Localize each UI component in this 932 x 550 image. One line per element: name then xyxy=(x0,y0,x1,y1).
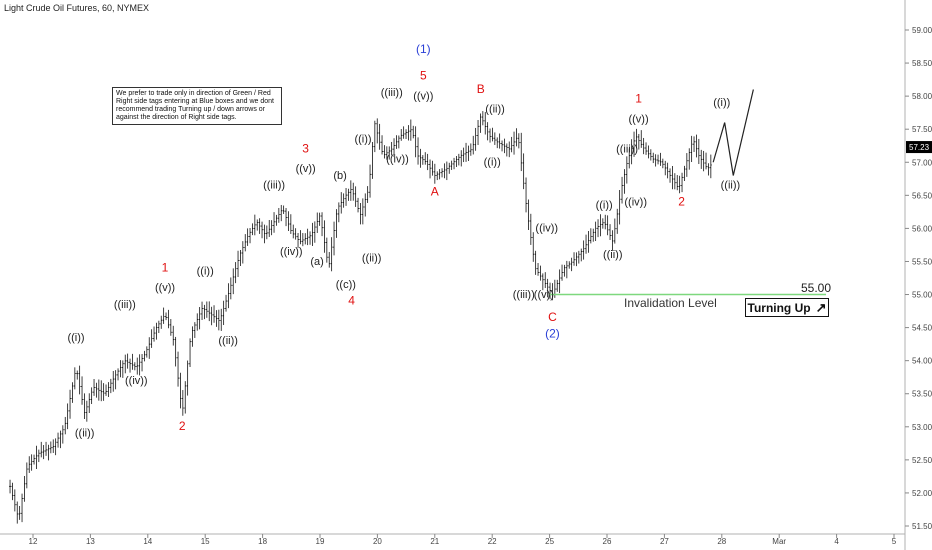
wave-label: (a) xyxy=(310,256,323,268)
wave-label: ((iv)) xyxy=(125,375,148,387)
wave-label: ((iii)) xyxy=(263,180,285,192)
y-tick-label: 59.00 xyxy=(912,26,932,35)
price-axis: 59.00 58.50 58.00 57.50 57.00 56.50 56.00 55.50… xyxy=(905,26,932,531)
x-tick-label: 26 xyxy=(603,537,612,546)
wave-label: ((v)) xyxy=(534,289,554,301)
y-tick-label: 53.50 xyxy=(912,390,932,399)
wave-label: 3 xyxy=(302,141,309,155)
invalidation-label: Invalidation Level xyxy=(624,296,717,310)
x-tick-label: 20 xyxy=(373,537,382,546)
y-tick-label: 54.00 xyxy=(912,357,932,366)
x-tick-label: 5 xyxy=(892,537,897,546)
wave-label: 2 xyxy=(678,194,685,208)
wave-label: ((ii)) xyxy=(721,180,741,192)
chart-title: Light Crude Oil Futures, 60, NYMEX xyxy=(4,3,150,13)
wave-label: ((ii)) xyxy=(75,428,95,440)
wave-label: ((c)) xyxy=(336,279,356,291)
y-tick-label: 54.50 xyxy=(912,324,932,333)
y-tick-label: 58.00 xyxy=(912,92,932,101)
wave-label: (b) xyxy=(333,170,346,182)
x-tick-label: 14 xyxy=(143,537,152,546)
turning-up-label: Turning Up xyxy=(747,300,811,315)
x-tick-label: 13 xyxy=(86,537,95,546)
wave-label: ((iii)) xyxy=(616,143,638,155)
wave-label: ((ii)) xyxy=(485,104,505,116)
wave-label: 1 xyxy=(635,92,642,106)
wave-label: ((iv)) xyxy=(535,223,558,235)
wave-label: 4 xyxy=(348,293,355,307)
y-tick-label: 55.50 xyxy=(912,257,932,266)
last-price-tag: 57.23 xyxy=(906,141,932,154)
ohlc-bars xyxy=(9,111,712,524)
wave-labels: ((i)) ((ii)) ((iii)) ((iv)) ((v)) 1 2 ((i)) ((ii… xyxy=(67,42,740,440)
wave-label: ((v)) xyxy=(628,114,648,126)
y-tick-label: 57.00 xyxy=(912,158,932,167)
wave-label: 5 xyxy=(420,69,427,83)
x-tick-label: 25 xyxy=(545,537,554,546)
wave-label: ((iv)) xyxy=(624,196,647,208)
trading-note: We prefer to trade only in direction of … xyxy=(112,87,282,125)
y-tick-label: 56.00 xyxy=(912,224,932,233)
x-tick-label: 22 xyxy=(488,537,497,546)
wave-label: ((ii)) xyxy=(362,252,382,264)
wave-label: (1) xyxy=(416,42,431,56)
wave-label: ((i)) xyxy=(484,157,501,169)
x-tick-label: 28 xyxy=(717,537,726,546)
wave-label: ((i)) xyxy=(596,200,613,212)
wave-label: 2 xyxy=(179,419,186,433)
wave-label: B xyxy=(477,82,485,96)
y-tick-label: 57.50 xyxy=(912,125,932,134)
time-axis: 12131415181920212225262728Mar456 xyxy=(29,534,897,546)
turning-up-box: Turning Up ↗ xyxy=(745,298,829,317)
wave-label: 1 xyxy=(162,260,169,274)
wave-label: ((ii)) xyxy=(603,249,623,261)
y-tick-label: 56.50 xyxy=(912,191,932,200)
wave-label: ((iv)) xyxy=(280,246,303,258)
y-tick-label: 58.50 xyxy=(912,59,932,68)
wave-label: C xyxy=(548,310,557,324)
arrow-up-right-icon: ↗ xyxy=(815,299,827,315)
wave-label: ((ii)) xyxy=(218,335,238,347)
x-tick-label: 27 xyxy=(660,537,669,546)
wave-label: ((i)) xyxy=(197,266,214,278)
wave-label: ((iii)) xyxy=(381,87,403,99)
projection-path xyxy=(712,89,754,176)
x-tick-label: 12 xyxy=(29,537,38,546)
wave-label: (2) xyxy=(545,327,560,341)
x-tick-label: Mar xyxy=(772,537,786,546)
wave-label: ((i)) xyxy=(713,97,730,109)
wave-label: ((v)) xyxy=(296,163,316,175)
chart-grid xyxy=(0,0,906,550)
x-tick-label: 18 xyxy=(258,537,267,546)
wave-label: ((i)) xyxy=(354,133,371,145)
price-tag-box xyxy=(906,141,932,154)
x-tick-label: 21 xyxy=(430,537,439,546)
wave-label: A xyxy=(431,184,439,198)
x-tick-label: 4 xyxy=(834,537,839,546)
wave-label: ((v)) xyxy=(155,282,175,294)
price-tag-label: 57.23 xyxy=(909,143,930,152)
wave-label: ((i)) xyxy=(67,332,84,344)
wave-label: ((iii)) xyxy=(114,299,136,311)
y-tick-label: 55.00 xyxy=(912,291,932,300)
wave-label: ((v)) xyxy=(413,90,433,102)
y-tick-label: 52.00 xyxy=(912,489,932,498)
y-tick-label: 51.50 xyxy=(912,522,932,531)
x-tick-label: 15 xyxy=(201,537,210,546)
y-tick-label: 52.50 xyxy=(912,456,932,465)
y-tick-label: 53.00 xyxy=(912,423,932,432)
invalidation-value: 55.00 xyxy=(801,281,832,295)
x-tick-label: 19 xyxy=(316,537,325,546)
wave-label: ((iv)) xyxy=(386,153,409,165)
wave-label: ((iii)) xyxy=(513,289,535,301)
